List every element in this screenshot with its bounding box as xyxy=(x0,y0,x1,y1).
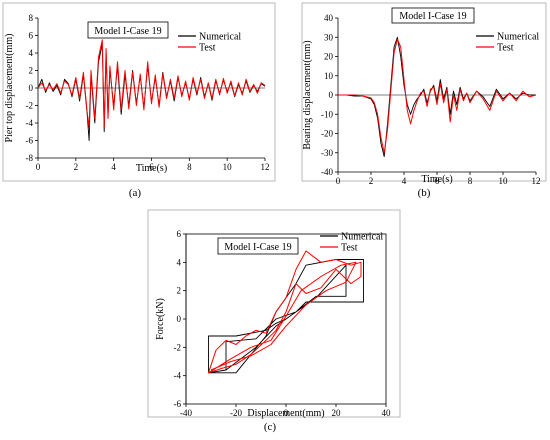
legend-label: Test xyxy=(199,43,216,54)
y-tick-label: 6 xyxy=(177,229,182,239)
panel-label: (c) xyxy=(264,421,277,433)
legend-label: Test xyxy=(341,243,358,254)
y-tick-label: -40 xyxy=(321,167,333,177)
series-line-test xyxy=(338,38,537,154)
x-tick-label: 0 xyxy=(36,162,41,172)
x-tick-label: 0 xyxy=(336,176,341,186)
x-tick-label: 20 xyxy=(332,408,342,418)
x-tick-label: 10 xyxy=(223,162,233,172)
y-tick-label: 0 xyxy=(29,83,34,93)
y-tick-label: 4 xyxy=(29,48,34,58)
y-tick-label: -4 xyxy=(26,118,34,128)
x-tick-label: 2 xyxy=(369,176,374,186)
y-tick-label: -2 xyxy=(174,342,182,352)
y-tick-label: -8 xyxy=(26,153,34,163)
y-tick-label: 0 xyxy=(329,90,334,100)
chart-panel-a: -8 -6 -4 -2 0 2 4 6 8 0 2 4 6 8 10 12 Time(s) Pier top di… xyxy=(2,2,276,182)
y-tick-label: -20 xyxy=(321,129,333,139)
y-tick-label: 4 xyxy=(177,257,182,267)
x-tick-label: 2 xyxy=(74,162,79,172)
y-tick-label: -2 xyxy=(26,101,34,111)
x-axis-label: Time(s) xyxy=(421,174,452,185)
x-tick-label: -40 xyxy=(180,408,192,418)
x-tick-label: 6 xyxy=(149,162,154,172)
x-tick-label: 12 xyxy=(261,162,270,172)
chart-title-box xyxy=(391,7,475,24)
x-tick-label: 8 xyxy=(468,176,473,186)
x-tick-label: 4 xyxy=(402,176,407,186)
y-axis-label: Force(kN) xyxy=(155,298,166,340)
y-tick-label: -10 xyxy=(321,109,333,119)
y-axis-label: Bearing displacement(mm) xyxy=(302,40,313,149)
chart-title-box xyxy=(217,237,299,255)
y-tick-label: -6 xyxy=(174,399,182,409)
x-tick-label: 40 xyxy=(382,408,392,418)
y-tick-label: -30 xyxy=(321,148,333,158)
x-tick-label: -20 xyxy=(230,408,242,418)
legend-label: Numerical xyxy=(497,32,539,43)
y-tick-label: -4 xyxy=(174,371,182,381)
x-tick-label: 12 xyxy=(532,176,541,186)
chart-title: Model I-Case 19 xyxy=(94,26,161,37)
y-tick-label: 8 xyxy=(29,13,34,23)
x-tick-label: 4 xyxy=(111,162,116,172)
x-tick-label: 6 xyxy=(435,176,440,186)
chart-title: Model I-Case 19 xyxy=(224,242,291,253)
chart-title: Model I-Case 19 xyxy=(399,11,466,22)
y-tick-label: 2 xyxy=(29,66,34,76)
y-tick-label: 30 xyxy=(324,32,334,42)
y-tick-label: 2 xyxy=(177,286,182,296)
panel-label: (a) xyxy=(129,187,142,199)
legend-label: Numerical xyxy=(199,32,241,43)
chart-title-box xyxy=(87,21,169,39)
legend-label: Test xyxy=(497,43,514,54)
y-tick-label: 20 xyxy=(324,52,334,62)
series-line-test xyxy=(208,250,362,374)
series-line-test xyxy=(37,39,266,128)
y-tick-label: -6 xyxy=(26,136,34,146)
x-axis-label: Time(s) xyxy=(136,163,167,174)
y-tick-label: 0 xyxy=(177,314,182,324)
legend-label: Numerical xyxy=(341,232,383,243)
series-line-numerical xyxy=(208,259,364,374)
x-tick-label: 10 xyxy=(499,176,509,186)
x-tick-label: 0 xyxy=(284,408,289,418)
x-axis-label: Displacement(mm) xyxy=(247,408,324,419)
y-axis-label: Pier top displacement(mm) xyxy=(4,34,15,143)
y-tick-label: 40 xyxy=(324,13,334,23)
x-tick-label: 8 xyxy=(187,162,192,172)
y-tick-label: 10 xyxy=(324,71,334,81)
chart-panel-b: -40 -30 -20 -10 0 10 20 30 40 0 2 4 6 8 10 12 Time(s) Bea… xyxy=(301,2,547,186)
y-tick-label: 6 xyxy=(29,31,34,41)
panel-label: (b) xyxy=(418,187,431,199)
